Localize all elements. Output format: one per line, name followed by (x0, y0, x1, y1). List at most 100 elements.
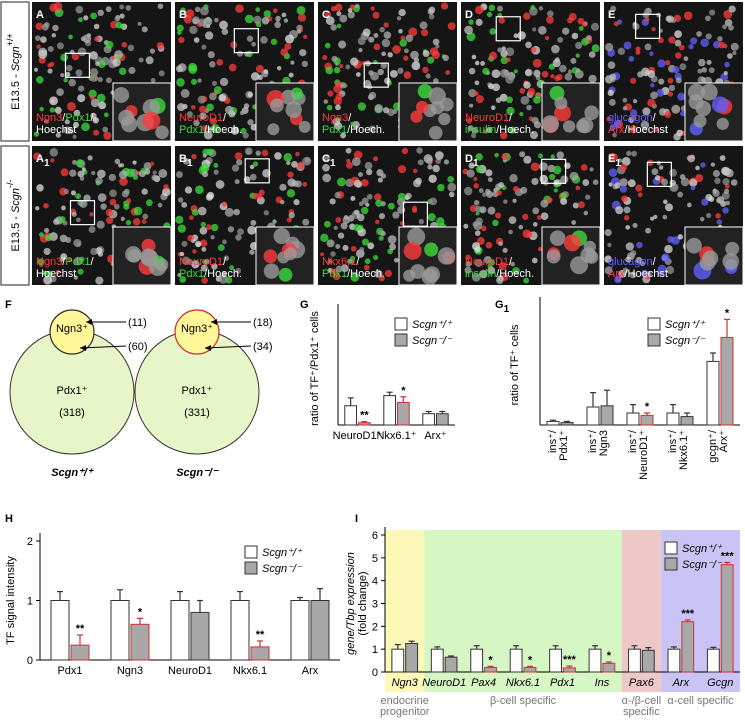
cell (65, 71, 71, 77)
cell (156, 42, 165, 50)
stain-part: / (62, 256, 66, 268)
cell (608, 168, 618, 177)
cell (105, 216, 114, 225)
cell (200, 264, 208, 272)
cell (177, 224, 187, 233)
cell (495, 97, 502, 103)
cell (284, 42, 292, 50)
cell (197, 206, 207, 216)
cell (125, 220, 132, 226)
cell (94, 36, 100, 42)
cell (435, 44, 440, 49)
cell (469, 204, 478, 213)
letter: D (465, 153, 473, 165)
row-label: E13.5 - Scgn+/+ (5, 33, 22, 110)
stain-label: Arx/Hoechst (608, 268, 668, 280)
stain-label: glucagon/ (608, 112, 657, 124)
cell (400, 220, 405, 226)
cell (661, 178, 669, 186)
cell (346, 161, 353, 169)
cell (396, 16, 402, 21)
cell (399, 39, 408, 47)
stain-part: /Hoech. (347, 124, 385, 136)
cell (546, 16, 554, 24)
cell (302, 181, 308, 187)
cell (97, 169, 106, 179)
letter: C (322, 9, 330, 21)
cell (88, 226, 96, 234)
cell (384, 269, 393, 278)
cell (252, 161, 259, 167)
cell (689, 178, 698, 187)
cell (246, 149, 251, 155)
cell (180, 7, 186, 13)
cell (63, 77, 68, 83)
cell (677, 191, 684, 198)
inset-cell (142, 111, 161, 130)
cell (263, 69, 269, 74)
cell (283, 18, 289, 23)
cell (350, 121, 355, 127)
bar (470, 648, 484, 673)
cell (80, 36, 86, 42)
stain-part: / (62, 112, 66, 124)
cell (357, 171, 363, 178)
cell (468, 162, 475, 169)
cell (674, 39, 682, 47)
cell (512, 185, 519, 192)
cell (687, 154, 696, 163)
significance: * (401, 385, 406, 397)
cell (557, 36, 564, 43)
cell (253, 15, 262, 24)
cell (219, 77, 229, 87)
cell (356, 213, 365, 222)
cell (517, 31, 526, 40)
cell (474, 259, 483, 268)
cell (492, 83, 500, 92)
inset-cell (403, 269, 416, 282)
cell (119, 13, 125, 19)
cell (333, 66, 341, 74)
cell (56, 42, 64, 50)
cell (270, 38, 278, 46)
cell (427, 56, 435, 64)
cell (68, 78, 76, 87)
cell (411, 61, 421, 71)
panel-letter: E (608, 9, 615, 21)
cell (658, 78, 665, 85)
cell (474, 246, 481, 253)
cell (374, 193, 382, 201)
letter: E (608, 9, 615, 21)
significance: * (645, 401, 650, 413)
cell (397, 67, 404, 74)
cell (509, 174, 518, 183)
cell (83, 15, 89, 21)
inset-cell (125, 246, 142, 263)
legend-swatch (647, 333, 661, 347)
cell (578, 26, 584, 31)
cell (482, 192, 487, 197)
panel-letter: G (300, 299, 309, 311)
cell (361, 238, 370, 246)
row-label-box (0, 145, 30, 286)
cell (346, 158, 351, 163)
cell (522, 213, 529, 220)
cell (368, 36, 375, 43)
cell (36, 44, 41, 49)
cell (416, 147, 423, 154)
cell (712, 189, 720, 197)
inset-cell (541, 115, 560, 133)
stain-label: NeuroD1/ (179, 112, 227, 124)
cell (203, 130, 213, 140)
cell (202, 23, 208, 29)
cell (361, 179, 369, 187)
cell (176, 78, 185, 87)
cell (697, 68, 703, 74)
row-label-box (0, 1, 30, 142)
cell (475, 153, 483, 161)
cell (93, 129, 100, 136)
stain-part: glucagon (608, 112, 653, 124)
cell (246, 35, 254, 42)
cell (47, 63, 52, 68)
stain-part: Hoechst (36, 124, 76, 136)
